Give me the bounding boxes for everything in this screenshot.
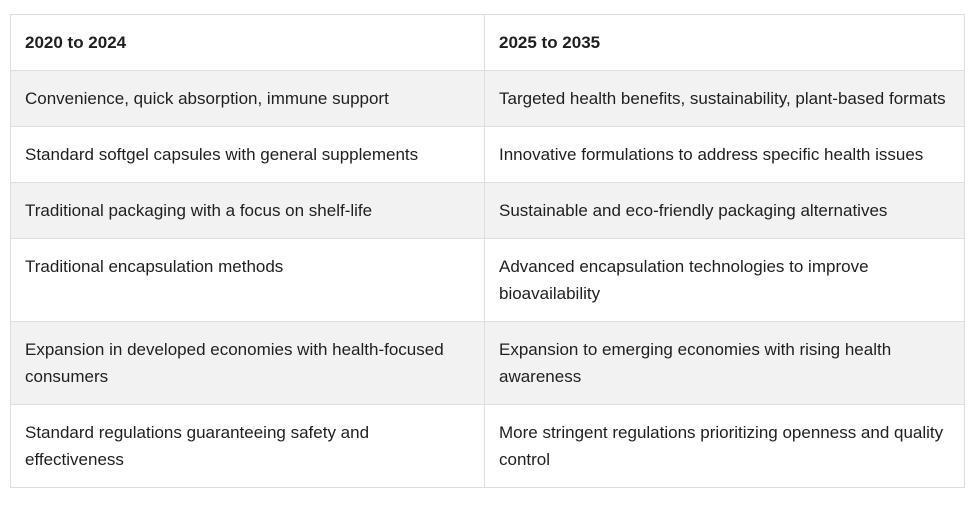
table-cell: Innovative formulations to address speci…: [484, 126, 965, 183]
header-row: 2020 to 2024 2025 to 2035: [10, 14, 965, 71]
header-cell-period-2025-2035: 2025 to 2035: [484, 14, 965, 71]
table-cell: More stringent regulations prioritizing …: [484, 404, 965, 488]
table-cell: Advanced encapsulation technologies to i…: [484, 238, 965, 322]
table-cell: Standard softgel capsules with general s…: [10, 126, 485, 183]
table-cell: Traditional encapsulation methods: [10, 238, 485, 322]
comparison-table-container: 2020 to 2024 2025 to 2035 Convenience, q…: [10, 14, 965, 488]
table-row: Traditional packaging with a focus on sh…: [10, 182, 965, 239]
table-row: Expansion in developed economies with he…: [10, 321, 965, 405]
table-cell: Standard regulations guaranteeing safety…: [10, 404, 485, 488]
table-cell: Expansion to emerging economies with ris…: [484, 321, 965, 405]
table-body: Convenience, quick absorption, immune su…: [10, 70, 965, 488]
table-cell: Sustainable and eco-friendly packaging a…: [484, 182, 965, 239]
header-cell-period-2020-2024: 2020 to 2024: [10, 14, 485, 71]
table-cell: Traditional packaging with a focus on sh…: [10, 182, 485, 239]
table-cell: Targeted health benefits, sustainability…: [484, 70, 965, 127]
table-cell: Convenience, quick absorption, immune su…: [10, 70, 485, 127]
table-cell: Expansion in developed economies with he…: [10, 321, 485, 405]
table-header: 2020 to 2024 2025 to 2035: [10, 14, 965, 71]
table-row: Convenience, quick absorption, immune su…: [10, 70, 965, 127]
table-row: Standard regulations guaranteeing safety…: [10, 404, 965, 488]
table-row: Standard softgel capsules with general s…: [10, 126, 965, 183]
comparison-table: 2020 to 2024 2025 to 2035 Convenience, q…: [10, 14, 965, 488]
table-row: Traditional encapsulation methods Advanc…: [10, 238, 965, 322]
